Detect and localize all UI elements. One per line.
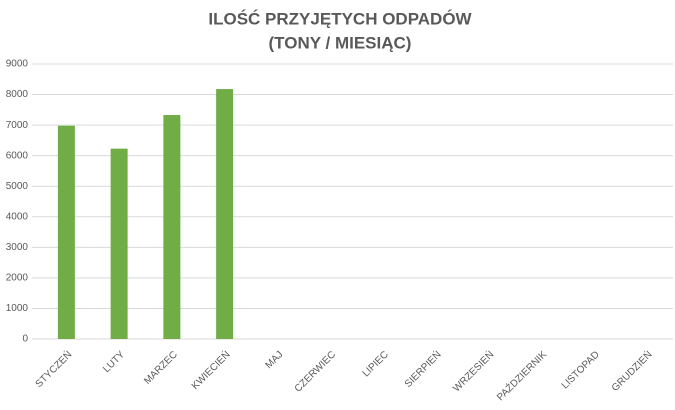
y-tick-label: 9000: [6, 59, 29, 70]
x-tick-label: KWIECIEŃ: [188, 348, 232, 392]
x-tick-label: CZERWIEC: [293, 349, 338, 394]
x-tick-label: SIERPIEŃ: [401, 348, 443, 390]
y-tick-label: 8000: [6, 89, 29, 100]
x-tick-label: MAJ: [263, 349, 285, 371]
x-tick-label: LISTOPAD: [560, 349, 602, 391]
bar: [163, 115, 181, 340]
bar: [216, 89, 234, 339]
x-tick-label: LIPIEC: [361, 349, 391, 379]
x-tick-label: MARZEC: [142, 349, 180, 387]
x-tick-label: GRUDZIEŃ: [608, 348, 654, 394]
x-tick-label: LUTY: [101, 349, 127, 375]
y-tick-label: 5000: [6, 181, 29, 192]
y-tick-label: 0: [22, 334, 28, 345]
bar: [110, 148, 128, 339]
x-tick-label: WRZESIEŃ: [450, 348, 497, 395]
y-tick-label: 2000: [6, 273, 29, 284]
y-tick-label: 3000: [6, 242, 29, 253]
y-tick-label: 7000: [6, 120, 29, 131]
y-tick-label: 4000: [6, 211, 29, 222]
bar: [57, 125, 75, 339]
y-tick-label: 1000: [6, 303, 29, 314]
chart-subtitle: (TONY / MIESIĄC): [269, 33, 412, 52]
x-tick-label: PAŹDZIERNIK: [494, 348, 550, 404]
chart-title: ILOŚĆ PRZYJĘTYCH ODPADÓW: [208, 9, 472, 28]
y-tick-label: 6000: [6, 150, 29, 161]
x-tick-label: STYCZEŃ: [32, 348, 74, 390]
